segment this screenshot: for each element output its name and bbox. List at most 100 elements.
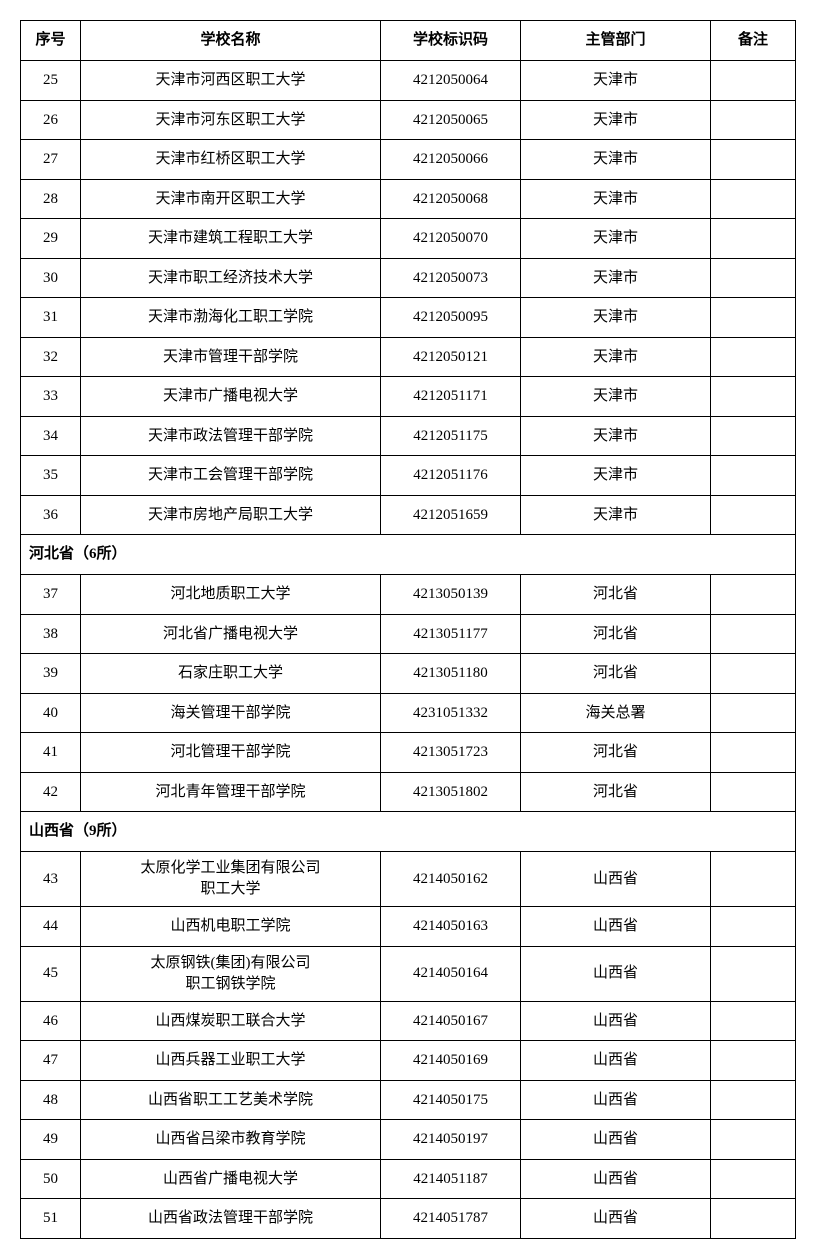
- cell-name: 天津市政法管理干部学院: [81, 416, 381, 456]
- cell-name: 天津市职工经济技术大学: [81, 258, 381, 298]
- cell-name: 山西省吕梁市教育学院: [81, 1120, 381, 1160]
- cell-name: 山西煤炭职工联合大学: [81, 1001, 381, 1041]
- table-row: 37 河北地质职工大学 4213050139 河北省: [21, 575, 796, 615]
- cell-note: [711, 140, 796, 180]
- cell-name: 海关管理干部学院: [81, 693, 381, 733]
- cell-code: 4213050139: [381, 575, 521, 615]
- cell-dept: 山西省: [521, 1159, 711, 1199]
- cell-code: 4214050162: [381, 852, 521, 907]
- cell-name: 山西省政法管理干部学院: [81, 1199, 381, 1239]
- cell-name: 河北青年管理干部学院: [81, 772, 381, 812]
- cell-dept: 天津市: [521, 258, 711, 298]
- table-row: 45 太原钢铁(集团)有限公司职工钢铁学院 4214050164 山西省: [21, 946, 796, 1001]
- cell-name: 山西省职工工艺美术学院: [81, 1080, 381, 1120]
- cell-code: 4212050065: [381, 100, 521, 140]
- table-row: 29 天津市建筑工程职工大学 4212050070 天津市: [21, 219, 796, 259]
- cell-name: 山西兵器工业职工大学: [81, 1041, 381, 1081]
- cell-seq: 26: [21, 100, 81, 140]
- cell-name: 天津市河西区职工大学: [81, 61, 381, 101]
- cell-code: 4212050095: [381, 298, 521, 338]
- cell-name: 天津市红桥区职工大学: [81, 140, 381, 180]
- cell-code: 4214050164: [381, 946, 521, 1001]
- table-row: 47 山西兵器工业职工大学 4214050169 山西省: [21, 1041, 796, 1081]
- cell-note: [711, 298, 796, 338]
- cell-name: 山西省广播电视大学: [81, 1159, 381, 1199]
- table-row: 26 天津市河东区职工大学 4212050065 天津市: [21, 100, 796, 140]
- table-row: 39 石家庄职工大学 4213051180 河北省: [21, 654, 796, 694]
- cell-note: [711, 377, 796, 417]
- cell-name: 天津市工会管理干部学院: [81, 456, 381, 496]
- cell-seq: 49: [21, 1120, 81, 1160]
- table-row: 41 河北管理干部学院 4213051723 河北省: [21, 733, 796, 773]
- cell-code: 4212050066: [381, 140, 521, 180]
- cell-name: 天津市房地产局职工大学: [81, 495, 381, 535]
- cell-seq: 38: [21, 614, 81, 654]
- cell-code: 4213051723: [381, 733, 521, 773]
- cell-code: 4212050068: [381, 179, 521, 219]
- cell-name: 天津市南开区职工大学: [81, 179, 381, 219]
- cell-note: [711, 907, 796, 947]
- table-row: 40 海关管理干部学院 4231051332 海关总署: [21, 693, 796, 733]
- cell-dept: 山西省: [521, 1001, 711, 1041]
- cell-dept: 天津市: [521, 179, 711, 219]
- cell-note: [711, 100, 796, 140]
- cell-seq: 43: [21, 852, 81, 907]
- cell-dept: 山西省: [521, 1080, 711, 1120]
- table-row: 48 山西省职工工艺美术学院 4214050175 山西省: [21, 1080, 796, 1120]
- cell-dept: 天津市: [521, 298, 711, 338]
- cell-code: 4212051176: [381, 456, 521, 496]
- cell-note: [711, 61, 796, 101]
- cell-code: 4214050163: [381, 907, 521, 947]
- header-note: 备注: [711, 21, 796, 61]
- cell-note: [711, 614, 796, 654]
- cell-dept: 天津市: [521, 140, 711, 180]
- header-code: 学校标识码: [381, 21, 521, 61]
- cell-name: 石家庄职工大学: [81, 654, 381, 694]
- table-row: 32 天津市管理干部学院 4212050121 天津市: [21, 337, 796, 377]
- cell-seq: 28: [21, 179, 81, 219]
- table-row: 42 河北青年管理干部学院 4213051802 河北省: [21, 772, 796, 812]
- table-row: 44 山西机电职工学院 4214050163 山西省: [21, 907, 796, 947]
- cell-code: 4212050073: [381, 258, 521, 298]
- cell-seq: 46: [21, 1001, 81, 1041]
- section-label: 山西省（9所）: [21, 812, 796, 852]
- header-dept: 主管部门: [521, 21, 711, 61]
- cell-note: [711, 1120, 796, 1160]
- cell-seq: 34: [21, 416, 81, 456]
- cell-dept: 山西省: [521, 907, 711, 947]
- table-row: 38 河北省广播电视大学 4213051177 河北省: [21, 614, 796, 654]
- cell-dept: 山西省: [521, 852, 711, 907]
- table-row: 43 太原化学工业集团有限公司职工大学 4214050162 山西省: [21, 852, 796, 907]
- cell-note: [711, 337, 796, 377]
- cell-dept: 河北省: [521, 575, 711, 615]
- cell-seq: 36: [21, 495, 81, 535]
- cell-seq: 45: [21, 946, 81, 1001]
- cell-seq: 42: [21, 772, 81, 812]
- cell-code: 4214050167: [381, 1001, 521, 1041]
- cell-name: 天津市渤海化工职工学院: [81, 298, 381, 338]
- cell-note: [711, 258, 796, 298]
- cell-code: 4212051171: [381, 377, 521, 417]
- cell-dept: 山西省: [521, 1120, 711, 1160]
- cell-seq: 44: [21, 907, 81, 947]
- cell-seq: 37: [21, 575, 81, 615]
- cell-dept: 天津市: [521, 456, 711, 496]
- cell-seq: 50: [21, 1159, 81, 1199]
- cell-seq: 29: [21, 219, 81, 259]
- cell-code: 4214051187: [381, 1159, 521, 1199]
- cell-dept: 天津市: [521, 416, 711, 456]
- cell-note: [711, 1041, 796, 1081]
- cell-name: 天津市建筑工程职工大学: [81, 219, 381, 259]
- table-row: 35 天津市工会管理干部学院 4212051176 天津市: [21, 456, 796, 496]
- table-row: 25 天津市河西区职工大学 4212050064 天津市: [21, 61, 796, 101]
- cell-code: 4212051175: [381, 416, 521, 456]
- cell-dept: 河北省: [521, 772, 711, 812]
- cell-code: 4213051177: [381, 614, 521, 654]
- cell-note: [711, 772, 796, 812]
- cell-note: [711, 1001, 796, 1041]
- cell-note: [711, 219, 796, 259]
- cell-name: 太原化学工业集团有限公司职工大学: [81, 852, 381, 907]
- cell-dept: 山西省: [521, 946, 711, 1001]
- table-row: 28 天津市南开区职工大学 4212050068 天津市: [21, 179, 796, 219]
- cell-name: 太原钢铁(集团)有限公司职工钢铁学院: [81, 946, 381, 1001]
